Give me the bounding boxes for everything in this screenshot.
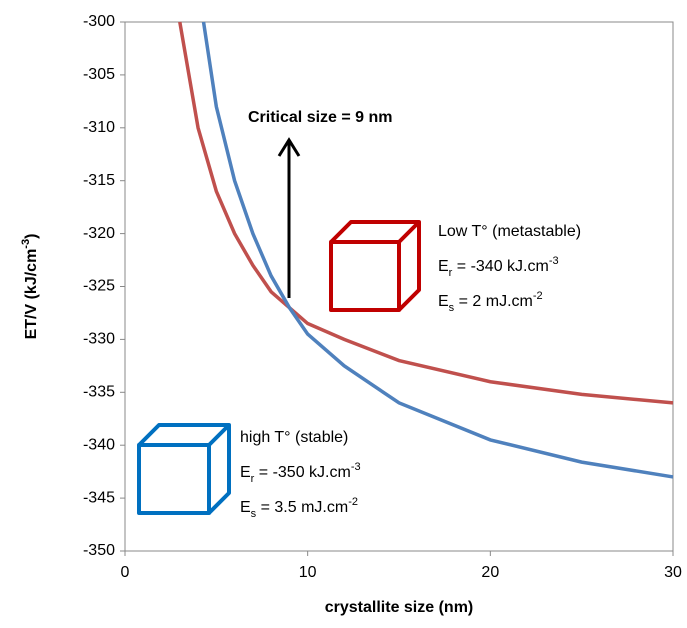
text-part: = 3.5 mJ.cm [256,499,348,516]
cube-face [329,240,401,312]
y-tick-label: -325 [83,278,115,295]
y-tick-label: -300 [83,13,115,30]
x-tick-label: 0 [121,564,130,581]
y-tick-label: -345 [83,489,115,506]
text-part: s [449,302,455,314]
y-tick-label: -335 [83,384,115,401]
text-part: E [240,464,251,481]
y-tick-label: -320 [83,225,115,242]
text-part: = 2 mJ.cm [454,293,533,310]
text-part: ) [23,234,40,239]
arrow-head [277,137,301,157]
text-part: ET/V (kJ/cm [23,249,40,340]
annotation: Critical size = 9 nm [248,109,393,126]
cube-edge [207,423,231,447]
text-part: = -350 kJ.cm [254,464,350,481]
annotation: Es = 2 mJ.cm-2 [438,290,543,314]
text-part: -2 [348,496,358,508]
text-part: high T° (stable) [240,429,348,446]
y-tick-label: -315 [83,172,115,189]
annotation: Er = -340 kJ.cm-3 [438,255,559,279]
y-tick-label: -340 [83,436,115,453]
text-part: s [251,508,257,520]
text-part: r [251,473,255,485]
text-part: Low T° (metastable) [438,223,581,240]
blue-cube [137,423,231,515]
text-part: -3 [20,239,32,249]
x-tick-label: 20 [481,564,499,581]
text-part: = -340 kJ.cm [452,258,548,275]
annotation: Low T° (metastable) [438,223,581,240]
x-tick-label: 30 [664,564,682,581]
x-tick-label: 10 [299,564,317,581]
text-part: E [240,499,251,516]
cube-face [137,443,211,515]
text-part: Critical size = 9 nm [248,109,393,126]
arrow [277,137,301,298]
text-part: -3 [549,255,559,267]
text-part: E [438,258,449,275]
y-tick-label: -350 [83,542,115,559]
annotation: Er = -350 kJ.cm-3 [240,461,361,485]
red-cube [329,220,421,312]
text-part: -3 [351,461,361,473]
annotation: Es = 3.5 mJ.cm-2 [240,496,358,520]
line-series [201,21,674,479]
annotation: high T° (stable) [240,429,348,446]
y-axis-label: ET/V (kJ/cm-3) [20,234,40,340]
text-part: E [438,293,449,310]
y-tick-label: -310 [83,119,115,136]
text-part: -2 [533,290,543,302]
text-part: r [449,267,453,279]
y-tick-label: -330 [83,331,115,348]
y-tick-label: -305 [83,66,115,83]
x-axis-label: crystallite size (nm) [325,599,474,616]
cube-edge [397,220,421,244]
